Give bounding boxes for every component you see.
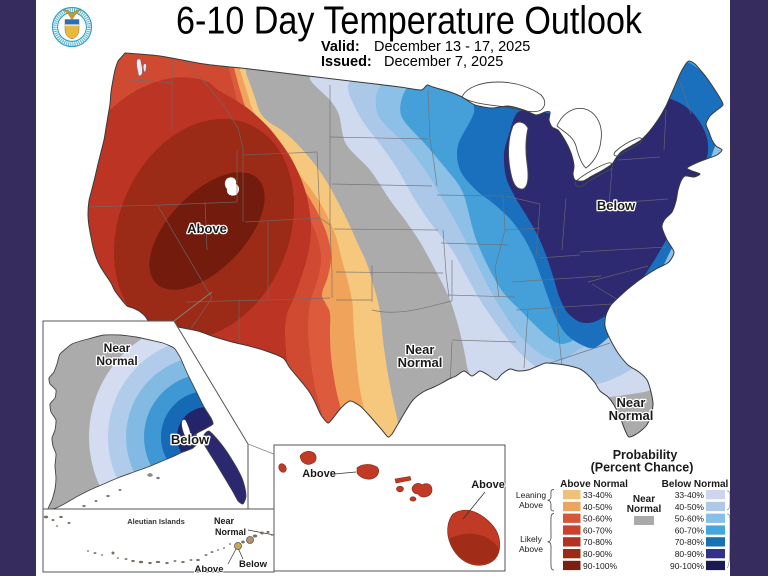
svg-text:Near: Near xyxy=(214,516,235,526)
svg-text:Normal: Normal xyxy=(627,504,662,515)
svg-text:Probability: Probability xyxy=(613,448,678,462)
svg-text:6-10 Day Temperature Outlook: 6-10 Day Temperature Outlook xyxy=(176,0,643,43)
svg-text:Aleutian Islands: Aleutian Islands xyxy=(127,517,185,526)
svg-text:Normal: Normal xyxy=(609,408,654,423)
svg-text:Near: Near xyxy=(406,342,435,357)
svg-text:50-60%: 50-60% xyxy=(583,514,613,524)
svg-text:33-40%: 33-40% xyxy=(583,490,613,500)
svg-text:Leaning: Leaning xyxy=(516,490,547,500)
svg-text:Below: Below xyxy=(597,198,636,213)
svg-text:80-90%: 80-90% xyxy=(583,549,613,559)
svg-text:Issued:: Issued: xyxy=(321,54,372,70)
svg-text:80-90%: 80-90% xyxy=(675,549,705,559)
svg-text:Below: Below xyxy=(171,432,210,447)
svg-text:Normal: Normal xyxy=(398,355,443,370)
svg-text:Near: Near xyxy=(633,494,655,505)
svg-text:Above: Above xyxy=(471,479,505,491)
svg-text:40-50%: 40-50% xyxy=(583,502,613,512)
svg-text:Above: Above xyxy=(302,468,336,480)
svg-text:Above: Above xyxy=(194,564,223,575)
svg-text:Above: Above xyxy=(187,221,227,236)
svg-text:40-50%: 40-50% xyxy=(675,502,705,512)
svg-text:Below: Below xyxy=(239,559,268,570)
svg-text:Valid:: Valid: xyxy=(321,39,360,55)
svg-text:90-100%: 90-100% xyxy=(670,561,704,571)
svg-text:Normal: Normal xyxy=(96,354,137,368)
svg-text:60-70%: 60-70% xyxy=(583,525,613,535)
svg-text:Below Normal: Below Normal xyxy=(662,479,729,490)
svg-text:70-80%: 70-80% xyxy=(675,537,705,547)
svg-text:Above Normal: Above Normal xyxy=(560,479,628,490)
svg-text:70-80%: 70-80% xyxy=(583,537,613,547)
svg-text:Near: Near xyxy=(104,341,131,355)
svg-text:50-60%: 50-60% xyxy=(675,514,705,524)
svg-text:December 7, 2025: December 7, 2025 xyxy=(384,54,503,70)
svg-text:December 13 - 17, 2025: December 13 - 17, 2025 xyxy=(374,39,530,55)
svg-text:Likely: Likely xyxy=(520,534,542,544)
svg-text:Near: Near xyxy=(617,395,646,410)
svg-text:Above: Above xyxy=(519,544,543,554)
svg-text:33-40%: 33-40% xyxy=(675,490,705,500)
svg-text:Normal: Normal xyxy=(215,527,246,537)
svg-text:60-70%: 60-70% xyxy=(675,525,705,535)
svg-text:90-100%: 90-100% xyxy=(583,561,617,571)
svg-text:(Percent Chance): (Percent Chance) xyxy=(591,461,694,475)
svg-text:Above: Above xyxy=(519,500,543,510)
